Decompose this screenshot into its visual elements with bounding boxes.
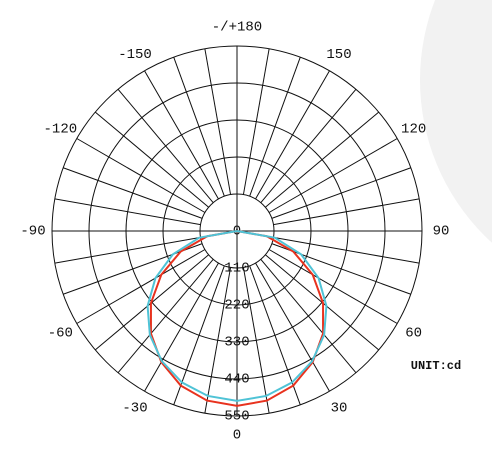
angle-label: -150 (118, 47, 152, 63)
grid-spoke (117, 259, 214, 374)
grid-spoke (173, 56, 225, 197)
grid-spoke (117, 88, 214, 203)
radial-label: 550 (224, 409, 249, 425)
grid-spoke (273, 236, 420, 264)
intensity-curve (149, 230, 325, 407)
grid-spoke (260, 88, 357, 203)
grid-spoke (173, 265, 225, 406)
grid-spoke (249, 265, 301, 406)
grid-spoke (268, 138, 398, 213)
radial-label: 330 (224, 335, 249, 351)
angle-label: -60 (48, 326, 73, 342)
angle-label: -90 (20, 224, 45, 240)
grid-spoke (273, 198, 420, 226)
radial-label: 220 (224, 298, 249, 314)
angle-label: 120 (401, 122, 426, 138)
angle-label: 0 (233, 428, 241, 444)
grid-spoke (260, 259, 357, 374)
angle-label: 90 (433, 224, 450, 240)
angle-label: 150 (326, 47, 351, 63)
grid-spoke (265, 111, 380, 208)
grid-spoke (242, 48, 270, 195)
angle-label: 30 (331, 400, 348, 416)
grid-spoke (204, 267, 232, 414)
grid-spoke (249, 56, 301, 197)
angle-label: -120 (44, 122, 78, 138)
grid-spoke (204, 48, 232, 195)
unit-label: UNIT:cd (411, 359, 461, 373)
grid-spoke (242, 267, 270, 414)
grid-spoke (144, 70, 219, 200)
grid-spoke (268, 249, 398, 324)
grid-spoke (94, 111, 209, 208)
radial-label: 110 (224, 261, 249, 277)
grid-spoke (62, 167, 203, 219)
grid-spoke (76, 138, 206, 213)
angle-label: -30 (122, 400, 147, 416)
grid-spoke (54, 236, 201, 264)
grid-spoke (76, 249, 206, 324)
intensity-curve (146, 230, 328, 402)
grid-spoke (54, 198, 201, 226)
radial-label: 440 (224, 372, 249, 388)
angle-label: -/+180 (212, 20, 262, 36)
grid-spoke (271, 167, 412, 219)
background-shape (420, 0, 492, 243)
grid-spoke (255, 70, 330, 200)
grid-spoke (144, 262, 219, 392)
angle-label: 60 (405, 326, 422, 342)
grid-spoke (255, 262, 330, 392)
